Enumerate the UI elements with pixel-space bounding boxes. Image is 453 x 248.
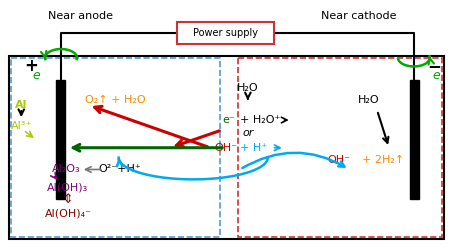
Text: O²⁻+H⁺: O²⁻+H⁺ bbox=[98, 164, 141, 175]
Text: Al₂O₃: Al₂O₃ bbox=[52, 164, 80, 175]
Bar bbox=[238, 58, 442, 237]
Text: e: e bbox=[433, 69, 441, 82]
Text: + H⁺: + H⁺ bbox=[240, 143, 267, 153]
Text: Near anode: Near anode bbox=[48, 11, 113, 21]
Text: + H₂O⁺: + H₂O⁺ bbox=[240, 115, 280, 125]
Text: −: − bbox=[427, 57, 441, 75]
Text: +: + bbox=[24, 57, 38, 75]
Text: OH⁻: OH⁻ bbox=[328, 155, 351, 165]
Text: Al(OH)₄⁻: Al(OH)₄⁻ bbox=[44, 209, 92, 219]
Text: Near cathode: Near cathode bbox=[322, 11, 397, 21]
Text: H₂O: H₂O bbox=[237, 83, 259, 93]
FancyBboxPatch shape bbox=[177, 22, 274, 44]
Bar bbox=[10, 56, 443, 239]
Text: e: e bbox=[32, 69, 40, 82]
Bar bbox=[11, 58, 220, 237]
Text: O₂↑ + H₂O: O₂↑ + H₂O bbox=[85, 95, 146, 105]
Bar bbox=[410, 81, 419, 199]
Text: e⁻: e⁻ bbox=[222, 115, 235, 125]
Text: ⇕: ⇕ bbox=[63, 193, 73, 206]
Text: Al³⁺: Al³⁺ bbox=[10, 121, 32, 131]
Text: + 2H₂↑: + 2H₂↑ bbox=[362, 155, 405, 165]
Text: or: or bbox=[242, 128, 254, 138]
Text: H₂O: H₂O bbox=[358, 95, 380, 105]
Text: OH⁻: OH⁻ bbox=[214, 143, 237, 153]
Text: Power supply: Power supply bbox=[193, 28, 257, 38]
Text: Al(OH)₃: Al(OH)₃ bbox=[48, 182, 89, 192]
Text: Al: Al bbox=[15, 100, 28, 110]
Bar bbox=[56, 81, 65, 199]
